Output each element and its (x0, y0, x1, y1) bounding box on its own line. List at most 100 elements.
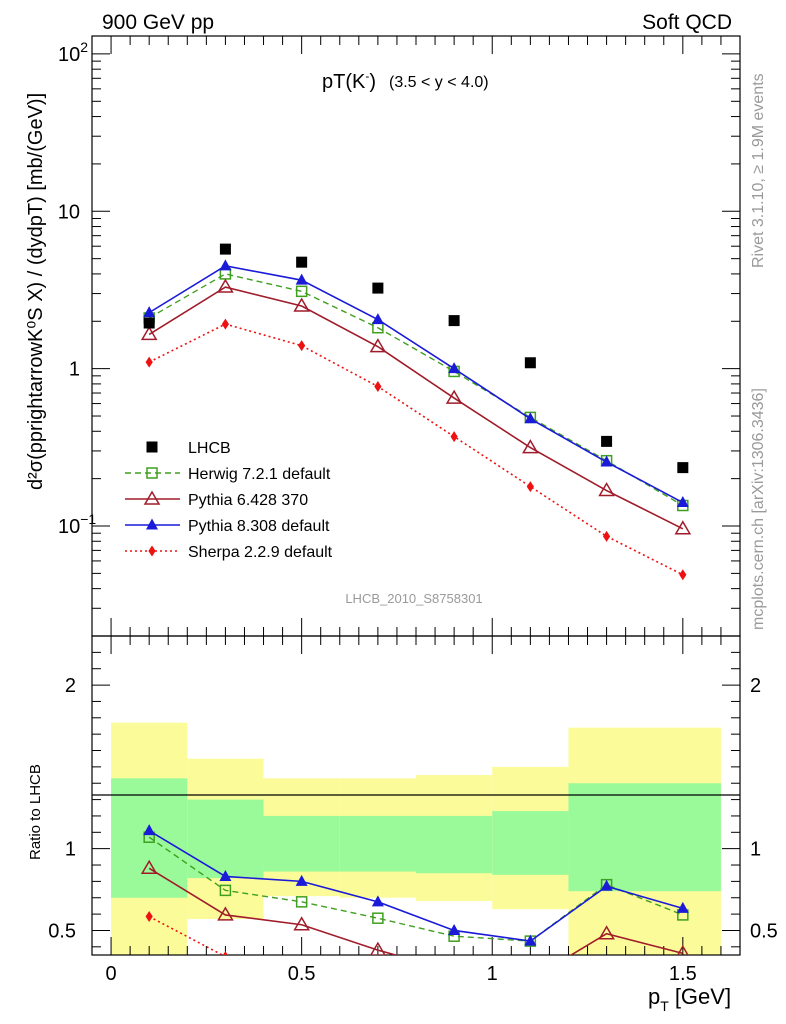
legend-label-lhcb: LHCB (188, 440, 231, 457)
pythia6-point (293, 297, 310, 312)
pythia6-point (598, 482, 615, 497)
lhcb-point (143, 317, 155, 329)
analysis-id: LHCB_2010_S8758301 (345, 591, 482, 606)
herwig-ratio-point (219, 884, 232, 897)
sherpa-ratio-point (451, 977, 458, 988)
x-tick-label: 0.5 (288, 963, 316, 985)
sherpa-ratio-point (222, 951, 228, 955)
pythia6-ratio-point (598, 925, 615, 940)
pythia6-line (148, 286, 684, 530)
pythia8-ratio-point (295, 874, 308, 886)
ratio-y-tick-label: 1 (65, 839, 76, 861)
pythia6-ratio-line (148, 867, 684, 955)
legend-marker-lhcb (146, 441, 158, 453)
pythia8-point (524, 412, 537, 424)
pythia8-point (219, 259, 232, 271)
lhcb-point (524, 357, 536, 369)
lhcb-point (296, 256, 308, 268)
svg-text:pT(K-): pT(K-) (322, 69, 376, 93)
legend-label-herwig: Herwig 7.2.1 default (188, 466, 331, 483)
sherpa-ratio-point (527, 981, 534, 992)
herwig-point (219, 268, 232, 280)
header-left: 900 GeV pp (102, 11, 214, 34)
sherpa-point (526, 481, 534, 493)
sherpa-point (298, 340, 306, 352)
x-axis-label: pT [GeV] (648, 984, 731, 1014)
legend-label-pythia6: Pythia 6.428 370 (188, 492, 308, 509)
plot-title-sup: - (365, 69, 369, 83)
lhcb-point (448, 315, 460, 327)
legend: LHCB Herwig 7.2.1 default Pythia 6.428 370… (125, 440, 333, 561)
x-tick-label: 0 (105, 963, 116, 985)
ratio-y-tick-label: 2 (65, 675, 76, 697)
sherpa-point (374, 381, 382, 393)
pythia8-ratio-point (524, 934, 537, 946)
pythia8-line (148, 265, 684, 504)
plot-title: pT(K-) (3.5 < y < 4.0) (322, 69, 489, 93)
side-labels: Rivet 3.1.10, ≥ 1.9M events mcplots.cern… (750, 73, 767, 630)
band-green-6 (568, 783, 721, 892)
legend-label-sherpa: Sherpa 2.2.9 default (188, 544, 333, 561)
ratio-y-axis-label: Ratio to LHCB (27, 764, 44, 860)
legend-label-pythia8: Pythia 8.308 default (188, 518, 330, 535)
sherpa-line (148, 323, 684, 576)
pythia8-ratio-point (219, 869, 232, 881)
ratio-y-tick-label-right: 0.5 (750, 920, 778, 942)
pythia6-ratio-point (523, 973, 537, 985)
pythia8-ratio-point (371, 895, 384, 907)
legend-marker-pythia6 (143, 490, 161, 505)
lhcb-point (677, 462, 689, 474)
pythia6-ratio-point (676, 944, 689, 955)
pythia6-point (369, 338, 387, 353)
pythia6-ratio-point (447, 964, 461, 976)
main-series (140, 243, 692, 581)
ratio-series (140, 824, 689, 992)
ratio-y-tick-label-right: 1 (750, 839, 761, 861)
x-tick-label: 1.5 (669, 963, 697, 985)
main-y-axis-label: d²σ(pprightarrowK⁰S X) / (dydpT) [mb/(Ge… (25, 93, 47, 490)
legend-marker-herwig (146, 467, 158, 479)
herwig-ratio-point (295, 896, 308, 908)
pythia8-point (600, 455, 613, 467)
y-tick-label: 1 (69, 359, 80, 381)
herwig-line (148, 273, 684, 507)
sherpa-point (450, 431, 458, 443)
lhcb-point (219, 243, 231, 255)
band-green-3 (339, 815, 416, 872)
ratio-y-tick-label: 0.5 (48, 920, 76, 942)
plot-title-main: pT(K (322, 71, 366, 93)
plot-title-close: ) (369, 71, 376, 93)
sherpa-ratio-point (145, 911, 153, 923)
sherpa-point (221, 318, 230, 330)
pythia6-point (674, 520, 692, 535)
x-tick-label: 1 (487, 963, 498, 985)
y-tick-label: 10 (58, 201, 80, 223)
sherpa-point (602, 530, 611, 542)
pythia8-point (676, 496, 689, 508)
header-right: Soft QCD (642, 11, 732, 34)
legend-marker-pythia8 (146, 518, 158, 530)
pythia8-ratio-point (676, 901, 689, 913)
main-axes: 102 10 1 10−1 (58, 36, 740, 637)
y-tick-label: 102 (58, 39, 88, 66)
pythia8-point (371, 313, 384, 325)
lhcb-point (601, 435, 613, 447)
legend-marker-sherpa (148, 545, 156, 557)
pythia8-ratio-point (600, 879, 613, 891)
herwig-ratio-line (148, 836, 684, 942)
ratio-bands (111, 722, 721, 955)
ratio-y-tick-label-right: 2 (750, 675, 761, 697)
lhcb-point (372, 282, 384, 294)
mcplots-label: mcplots.cern.ch [arXiv:1306.3436] (750, 388, 767, 630)
band-green-2 (263, 815, 340, 872)
sherpa-ratio-point (374, 967, 381, 978)
plot-title-cut: (3.5 < y < 4.0) (389, 74, 489, 91)
pythia8-point (295, 273, 308, 285)
pythia6-ratio-point (217, 906, 234, 921)
band-green-4 (416, 815, 493, 874)
pythia6-point (140, 325, 158, 341)
pythia8-point (448, 362, 461, 374)
pythia8-point (143, 306, 156, 318)
pythia6-point (445, 389, 463, 404)
pythia6-ratio-point (370, 941, 386, 955)
